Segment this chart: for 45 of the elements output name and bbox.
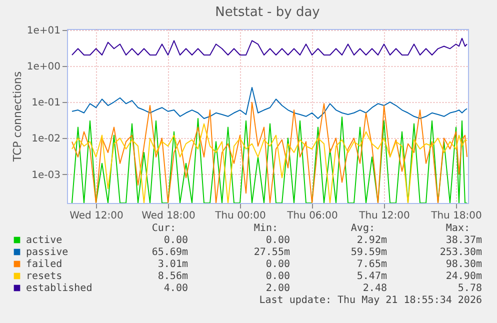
text: 2.48 bbox=[362, 283, 387, 294]
x-tick-label: Thu 18:00 bbox=[430, 210, 482, 222]
text: 24.90m bbox=[446, 271, 482, 282]
text: 4.00 bbox=[164, 283, 188, 294]
y-tick-label: 1e-01 bbox=[32, 98, 60, 109]
x-tick-label: Wed 18:00 bbox=[142, 210, 196, 222]
text: 253.30m bbox=[440, 247, 482, 258]
y-tick-label: 1e+01 bbox=[26, 25, 60, 36]
line-series bbox=[72, 38, 468, 56]
text: 2.92m bbox=[356, 235, 387, 246]
text: Last update: Thu May 21 18:55:34 2026 bbox=[259, 295, 482, 306]
text: Max: bbox=[446, 223, 470, 234]
x-tick-label: Thu 00:00 bbox=[214, 210, 266, 222]
text: Min: bbox=[254, 223, 278, 234]
y-tick-label: 1e-03 bbox=[32, 170, 60, 181]
text: 0.00 bbox=[266, 259, 290, 270]
chart-title: Netstat - by day bbox=[215, 4, 320, 20]
x-tick-label: Thu 06:00 bbox=[286, 210, 338, 222]
x-tick-label: Thu 12:00 bbox=[358, 210, 410, 222]
y-axis-title: TCP connections bbox=[10, 71, 24, 163]
text: 3.01m bbox=[158, 259, 188, 270]
text: 2.00 bbox=[266, 283, 290, 294]
legend-label: resets bbox=[26, 271, 62, 282]
text: Avg: bbox=[350, 223, 375, 234]
y-tick-label: 1e-02 bbox=[32, 134, 60, 145]
legend-label: passive bbox=[26, 247, 68, 258]
legend-label: failed bbox=[26, 259, 62, 270]
text: 0.00 bbox=[164, 235, 188, 246]
legend-label: active bbox=[26, 235, 62, 246]
line-series bbox=[72, 86, 468, 119]
text: 5.47m bbox=[356, 271, 387, 282]
text: 65.69m bbox=[152, 247, 188, 258]
text: 98.30m bbox=[446, 259, 482, 270]
legend-label: established bbox=[26, 283, 92, 294]
y-tick-label: 1e+00 bbox=[26, 61, 60, 72]
text: 7.65m bbox=[356, 259, 387, 270]
text: 38.37m bbox=[446, 235, 482, 246]
text: 0.00 bbox=[266, 271, 290, 282]
text: 5.78 bbox=[458, 283, 482, 294]
text: Cur: bbox=[152, 223, 176, 234]
x-tick-label: Wed 12:00 bbox=[70, 210, 124, 222]
text: 8.56m bbox=[158, 271, 188, 282]
text: 0.00 bbox=[266, 235, 290, 246]
text: 59.59m bbox=[350, 247, 387, 258]
text: 27.55m bbox=[254, 247, 290, 258]
